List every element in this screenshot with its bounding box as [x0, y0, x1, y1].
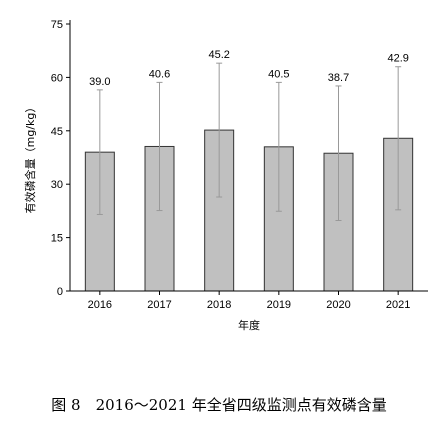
x-tick-label-2018: 2018 — [207, 299, 231, 311]
y-tick-label-15: 15 — [51, 233, 63, 245]
data-label-2018: 45.2 — [208, 49, 229, 61]
data-label-2017: 40.6 — [149, 68, 170, 80]
x-tick-label-2021: 2021 — [386, 299, 410, 311]
x-tick-label-2017: 2017 — [147, 299, 171, 311]
x-tick-label-2016: 2016 — [88, 299, 112, 311]
x-tick-label-2019: 2019 — [267, 299, 291, 311]
bar-2019 — [263, 146, 294, 292]
data-label-2019: 40.5 — [268, 68, 289, 80]
data-label-2016: 39.0 — [89, 76, 110, 88]
x-axis-title: 年度 — [238, 318, 260, 332]
data-label-2021: 42.9 — [387, 53, 408, 65]
y-tick-label-75: 75 — [51, 19, 63, 31]
x-tick-label-2020: 2020 — [326, 299, 350, 311]
y-tick-label-30: 30 — [51, 179, 63, 191]
y-tick-label-60: 60 — [51, 72, 63, 84]
y-axis-title: 有效磷含量（mg/kg） — [23, 102, 37, 214]
y-tick-label-45: 45 — [51, 126, 63, 138]
data-labels-layer: 39.0 40.6 45.2 40.5 38.7 42.9 — [89, 49, 409, 88]
figure-caption: 图 8 2016～2021 年全省四级监测点有效磷含量 — [51, 396, 387, 414]
axes-layer: 2016 2017 2018 2019 2020 2021 0 15 30 45 60 75 — [51, 19, 428, 311]
data-label-2020: 38.7 — [328, 72, 349, 84]
bar-chart: 39.040.645.240.5 38.742.9 2016 2017 2018 201… — [23, 19, 428, 332]
error-bars-layer — [96, 62, 402, 222]
bars-layer — [84, 129, 414, 292]
y-tick-label-0: 0 — [57, 286, 63, 298]
